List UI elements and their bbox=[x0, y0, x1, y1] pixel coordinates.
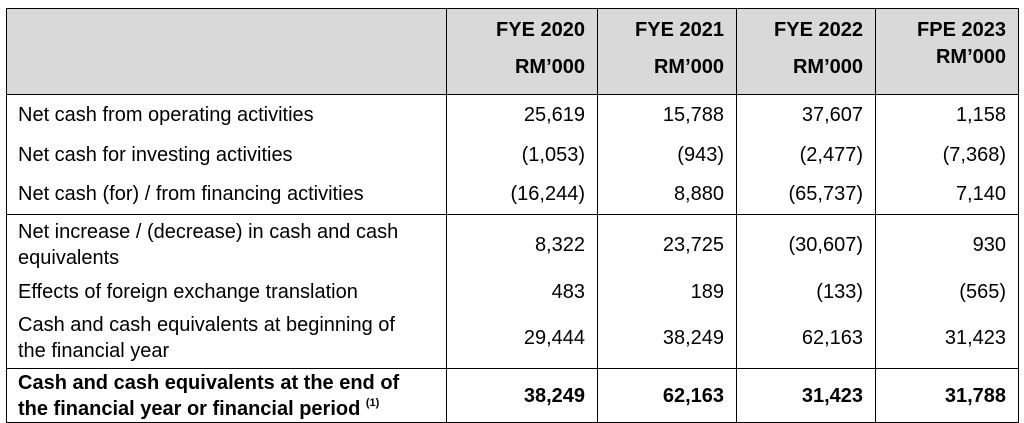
cell-value: 1,158 bbox=[875, 94, 1019, 135]
header-blank-cell bbox=[6, 8, 447, 95]
column-unit: RM’000 bbox=[514, 56, 585, 78]
row-label: Cash and cash equivalents at beginning o… bbox=[6, 308, 447, 369]
table-row: Cash and cash equivalents at beginning o… bbox=[6, 308, 1019, 369]
total-row: Cash and cash equivalents at the end of … bbox=[6, 368, 1019, 423]
header-fye-2021: FYE 2021 RM’000 bbox=[597, 8, 737, 95]
cell-value: 38,249 bbox=[446, 368, 598, 423]
cell-value: (1,053) bbox=[446, 134, 598, 175]
cell-value: 62,163 bbox=[736, 308, 876, 369]
table-row: Effects of foreign exchange translation … bbox=[6, 274, 1019, 309]
row-label-line1: Cash and cash equivalents at beginning o… bbox=[18, 314, 395, 337]
cell-value: 29,444 bbox=[446, 308, 598, 369]
table-row: Net cash for investing activities (1,053… bbox=[6, 134, 1019, 175]
cell-value: (133) bbox=[736, 274, 876, 309]
cell-value: 8,322 bbox=[446, 214, 598, 275]
table-row: Net cash (for) / from financing activiti… bbox=[6, 174, 1019, 215]
column-unit: RM’000 bbox=[792, 56, 863, 78]
cell-value: 930 bbox=[875, 214, 1019, 275]
column-unit: RM’000 bbox=[653, 56, 724, 78]
header-fye-2022: FYE 2022 RM’000 bbox=[736, 8, 876, 95]
column-unit: RM’000 bbox=[935, 46, 1006, 68]
cell-value: (65,737) bbox=[736, 174, 876, 215]
cell-value: 31,423 bbox=[736, 368, 876, 423]
column-year: FYE 2022 bbox=[774, 19, 863, 41]
row-label-line1: Cash and cash equivalents at the end of bbox=[18, 371, 400, 394]
cell-value: 25,619 bbox=[446, 94, 598, 135]
cell-value: 23,725 bbox=[597, 214, 737, 275]
cell-value: 37,607 bbox=[736, 94, 876, 135]
cell-value: 8,880 bbox=[597, 174, 737, 215]
header-fye-2020: FYE 2020 RM’000 bbox=[446, 8, 598, 95]
cell-value: (2,477) bbox=[736, 134, 876, 175]
row-label-line1: Net increase / (decrease) in cash and ca… bbox=[18, 220, 399, 243]
cell-value: (565) bbox=[875, 274, 1019, 309]
table-row: Net increase / (decrease) in cash and ca… bbox=[6, 214, 1019, 275]
cell-value: (943) bbox=[597, 134, 737, 175]
table-row: Net cash from operating activities 25,61… bbox=[6, 94, 1019, 135]
column-year: FPE 2023 bbox=[917, 19, 1006, 41]
column-year: FYE 2021 bbox=[635, 19, 724, 41]
row-label: Net cash from operating activities bbox=[6, 94, 447, 135]
cell-value: 189 bbox=[597, 274, 737, 309]
row-label: Net cash (for) / from financing activiti… bbox=[6, 174, 447, 215]
column-year: FYE 2020 bbox=[496, 19, 585, 41]
row-label-line2: equivalents bbox=[18, 246, 120, 269]
cell-value: (30,607) bbox=[736, 214, 876, 275]
cell-value: 62,163 bbox=[597, 368, 737, 423]
row-label: Net cash for investing activities bbox=[6, 134, 447, 175]
cell-value: (7,368) bbox=[875, 134, 1019, 175]
row-label: Net increase / (decrease) in cash and ca… bbox=[6, 214, 447, 275]
row-label-line2: the financial year or financial period bbox=[18, 397, 361, 420]
footnote-marker: (1) bbox=[365, 396, 380, 409]
cell-value: 7,140 bbox=[875, 174, 1019, 215]
row-label-line2: the financial year bbox=[18, 340, 170, 363]
cell-value: 15,788 bbox=[597, 94, 737, 135]
cash-flow-table: FYE 2020 RM’000 FYE 2021 RM’000 FYE 2022… bbox=[6, 8, 1019, 423]
row-label: Effects of foreign exchange translation bbox=[6, 274, 447, 309]
cell-value: 31,788 bbox=[875, 368, 1019, 423]
row-label: Cash and cash equivalents at the end of … bbox=[6, 368, 447, 423]
header-row: FYE 2020 RM’000 FYE 2021 RM’000 FYE 2022… bbox=[6, 8, 1019, 95]
cell-value: 38,249 bbox=[597, 308, 737, 369]
header-fpe-2023: FPE 2023 RM’000 bbox=[875, 8, 1019, 95]
cell-value: 483 bbox=[446, 274, 598, 309]
cell-value: 31,423 bbox=[875, 308, 1019, 369]
cell-value: (16,244) bbox=[446, 174, 598, 215]
